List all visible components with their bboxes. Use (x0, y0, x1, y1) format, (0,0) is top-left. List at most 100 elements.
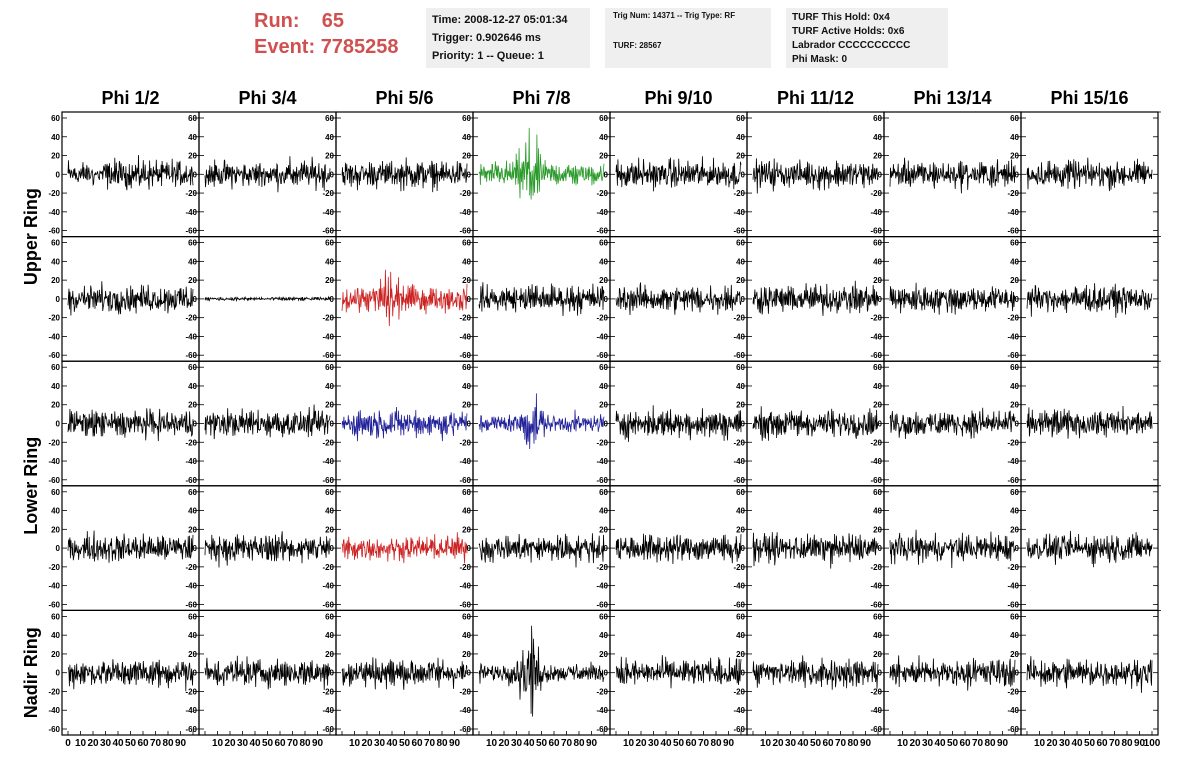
y-tick-label: 0 (741, 170, 746, 179)
y-tick-label: 40 (736, 631, 745, 640)
y-tick-label: 60 (736, 363, 745, 372)
y-tick-label: -60 (733, 351, 745, 360)
y-tick-label: 0 (604, 669, 609, 678)
y-tick-label: 40 (188, 382, 197, 391)
y-tick-label: -20 (1007, 189, 1019, 198)
x-tick-label: 10 (486, 738, 498, 749)
y-tick-label: 60 (599, 363, 608, 372)
y-tick-label: 0 (56, 544, 61, 553)
x-tick-label: 10 (760, 738, 772, 749)
run-label: Run: (254, 10, 300, 32)
y-tick-label: -60 (596, 725, 608, 734)
y-tick-label: -60 (322, 725, 334, 734)
y-tick-label: 0 (330, 295, 335, 304)
y-tick-label: -60 (322, 351, 334, 360)
y-tick-label: 40 (51, 257, 60, 266)
y-tick-label: -60 (596, 600, 608, 609)
y-tick-label: 60 (188, 239, 197, 248)
trigger-text: Trigger: 0.902646 ms (432, 32, 541, 44)
y-tick-label: 20 (736, 650, 745, 659)
y-tick-label: 40 (51, 631, 60, 640)
y-tick-label: -40 (185, 332, 197, 341)
x-tick-label: 30 (100, 738, 112, 749)
y-tick-label: 40 (873, 507, 882, 516)
y-tick-label: -60 (733, 600, 745, 609)
y-tick-label: -40 (48, 457, 60, 466)
ring-label-2: Lower Ring (21, 437, 41, 535)
x-tick-label: 80 (436, 738, 448, 749)
y-tick-label: 40 (462, 382, 471, 391)
time-info-box: Time: 2008-12-27 05:01:34 Trigger: 0.902… (426, 8, 590, 68)
waveform-r4-c3 (341, 532, 468, 564)
y-tick-label: 60 (736, 612, 745, 621)
y-tick-label: 40 (736, 382, 745, 391)
y-tick-label: 60 (51, 114, 60, 123)
y-tick-label: -60 (185, 351, 197, 360)
y-tick-label: -40 (870, 582, 882, 591)
y-tick-label: -20 (322, 189, 334, 198)
waveform-r4-c6 (752, 532, 879, 569)
y-tick-label: 0 (330, 669, 335, 678)
waveform-r1-c7 (889, 157, 1016, 194)
waveform-r2-c4 (478, 282, 605, 317)
y-tick-label: -40 (596, 706, 608, 715)
y-tick-label: 60 (873, 114, 882, 123)
waveform-r3-c7 (889, 407, 1016, 440)
y-tick-label: -60 (459, 351, 471, 360)
y-tick-label: -40 (459, 706, 471, 715)
y-tick-label: -60 (870, 227, 882, 236)
x-tick-label: 40 (112, 738, 124, 749)
y-tick-label: 0 (56, 170, 61, 179)
y-tick-label: -20 (870, 438, 882, 447)
x-tick-label: 90 (586, 738, 598, 749)
run-value: 65 (321, 10, 345, 32)
waveform-r4-c4 (478, 533, 605, 568)
y-tick-label: 60 (873, 488, 882, 497)
y-tick-label: -60 (48, 600, 60, 609)
y-tick-label: -20 (733, 438, 745, 447)
y-tick-label: 0 (878, 544, 883, 553)
x-tick-label: 60 (411, 738, 423, 749)
y-tick-label: 60 (599, 239, 608, 248)
x-tick-label: 20 (87, 738, 99, 749)
y-tick-label: -40 (185, 706, 197, 715)
y-tick-label: -20 (870, 563, 882, 572)
y-tick-label: 40 (736, 507, 745, 516)
y-tick-label: -60 (185, 600, 197, 609)
y-tick-label: 20 (188, 525, 197, 534)
run-event-block: Run: 65 Event: 7785258 (254, 8, 399, 60)
x-tick-label: 80 (299, 738, 311, 749)
y-tick-label: -20 (48, 189, 60, 198)
y-tick-label: 60 (599, 114, 608, 123)
y-tick-label: 20 (873, 276, 882, 285)
x-tick-label: 20 (498, 738, 510, 749)
turf-hold-text: TURF This Hold: 0x4 (792, 12, 890, 23)
y-tick-label: 20 (51, 152, 60, 161)
y-tick-label: 20 (599, 650, 608, 659)
waveform-r2-c7 (889, 282, 1016, 315)
y-tick-label: -60 (459, 600, 471, 609)
y-tick-label: 60 (325, 239, 334, 248)
y-tick-label: -20 (459, 314, 471, 323)
y-tick-label: 0 (56, 420, 61, 429)
y-tick-label: 20 (188, 401, 197, 410)
y-tick-label: -40 (596, 332, 608, 341)
y-tick-label: 0 (467, 295, 472, 304)
y-tick-label: 20 (51, 650, 60, 659)
y-tick-label: 60 (1010, 239, 1019, 248)
y-tick-label: 40 (873, 631, 882, 640)
x-tick-label: 30 (511, 738, 523, 749)
y-tick-label: 0 (878, 420, 883, 429)
y-tick-label: 40 (188, 507, 197, 516)
x-tick-label: 60 (137, 738, 149, 749)
y-tick-label: 20 (188, 152, 197, 161)
y-tick-label: -40 (322, 582, 334, 591)
y-tick-label: -20 (185, 314, 197, 323)
y-tick-label: 40 (873, 257, 882, 266)
y-tick-label: 20 (599, 525, 608, 534)
y-tick-label: 40 (736, 257, 745, 266)
y-tick-label: -40 (733, 208, 745, 217)
y-tick-label: 60 (873, 612, 882, 621)
phi-mask-text: Phi Mask: 0 (792, 54, 848, 65)
x-tick-label: 80 (984, 738, 996, 749)
